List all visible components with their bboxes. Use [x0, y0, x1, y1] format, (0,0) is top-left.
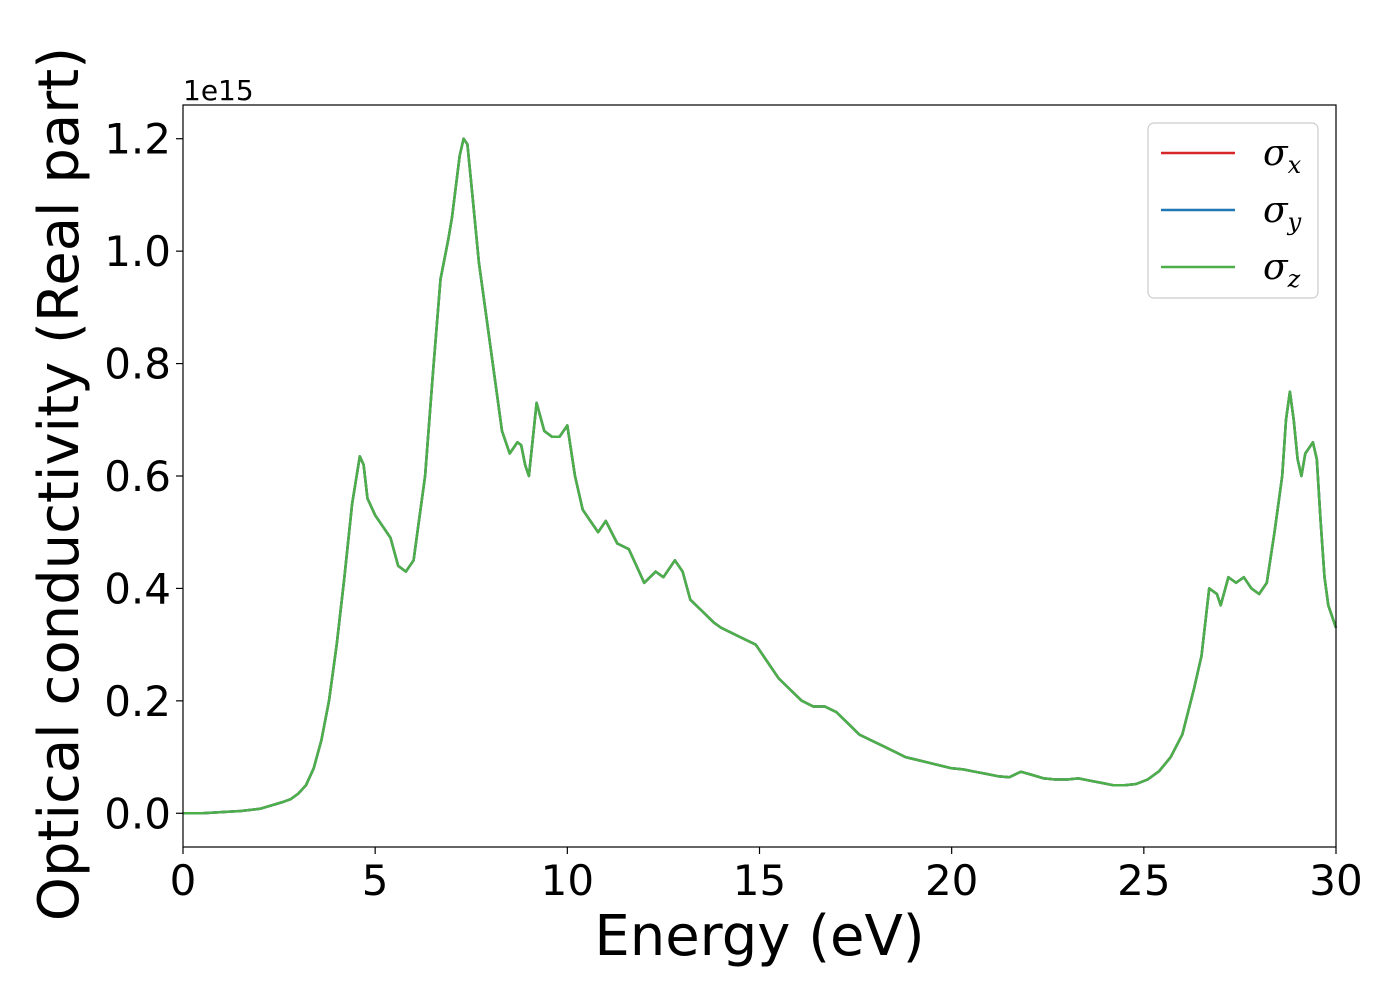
x-tick-label: 30	[1309, 856, 1362, 905]
x-tick-label: 25	[1117, 856, 1170, 905]
x-tick-label: 0	[170, 856, 197, 905]
x-tick-label: 5	[362, 856, 389, 905]
ticks-layer: 0 5 10 15 20 25 30 0.0 0.2 0.4 0.6 0.8 1.0 1.2	[104, 115, 1363, 905]
legend-symbol: σ	[1263, 133, 1289, 174]
y-tick-label: 0.2	[104, 677, 171, 726]
y-tick-label: 0.0	[104, 789, 171, 838]
legend-label-sigma-y: σy	[1263, 190, 1302, 236]
y-axis-title: Optical conductivity (Real part)	[27, 47, 92, 921]
series-line-3	[183, 137, 1338, 815]
y-axis-offset-label: 1e15	[183, 74, 254, 107]
legend-subscript: z	[1287, 265, 1301, 293]
x-tick-label: 20	[925, 856, 978, 905]
y-tick-label: 0.4	[104, 564, 171, 613]
x-tick-label: 15	[733, 856, 786, 905]
y-tick-label: 1.0	[104, 227, 171, 276]
legend-subscript: x	[1288, 151, 1302, 179]
y-tick-label: 0.8	[104, 340, 171, 389]
legend-symbol: σ	[1263, 247, 1289, 288]
legend-symbol: σ	[1263, 190, 1289, 231]
legend-subscript: y	[1287, 208, 1302, 236]
x-axis-title: Energy (eV)	[594, 904, 924, 969]
legend-label-sigma-z: σz	[1263, 247, 1301, 293]
legend-label-sigma-x: σx	[1263, 133, 1302, 179]
y-tick-label: 0.6	[104, 452, 171, 501]
series-layer	[183, 137, 1338, 815]
x-tick-label: 10	[541, 856, 594, 905]
y-tick-label: 1.2	[104, 115, 171, 164]
